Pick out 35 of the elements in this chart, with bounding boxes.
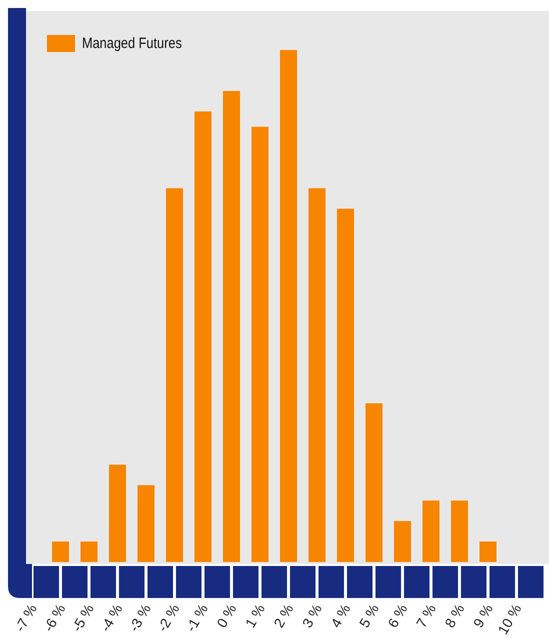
x-tick-label: 2 % — [270, 601, 296, 630]
bar — [166, 188, 183, 562]
x-tick-label: -5 % — [68, 601, 97, 634]
x-tick-label: -3 % — [126, 601, 154, 634]
x-tick-label: 5 % — [356, 601, 382, 630]
x-tick-label: 4 % — [327, 601, 354, 630]
x-tick-label: 1 % — [242, 601, 268, 630]
bar — [422, 500, 440, 562]
bar — [394, 521, 411, 562]
x-tick-label: -4 % — [97, 601, 126, 634]
x-tick-label: 8 % — [441, 601, 468, 630]
bar — [223, 90, 240, 562]
bar — [308, 188, 326, 562]
x-tick-label: 6 % — [384, 601, 410, 630]
x-tick-label: -1 % — [182, 601, 211, 634]
x-tick-label: 10 % — [494, 601, 524, 637]
bar — [451, 500, 468, 562]
x-tick-label: 0 % — [213, 601, 240, 630]
bar — [337, 208, 354, 562]
bar — [52, 542, 69, 562]
bar — [480, 542, 496, 562]
x-tick-label: -7 % — [12, 601, 40, 634]
x-tick-label: 9 % — [470, 601, 496, 630]
bar — [366, 403, 382, 562]
bar — [80, 542, 98, 562]
bar — [138, 485, 154, 562]
legend-label: Managed Futures — [82, 34, 182, 52]
x-tick-label: 7 % — [412, 601, 439, 630]
x-tick-label: -2 % — [154, 601, 182, 634]
bar — [109, 464, 126, 562]
bar — [252, 126, 268, 562]
bar — [194, 111, 212, 562]
x-tick-label: 3 % — [298, 601, 325, 630]
x-tick-label: -6 % — [40, 601, 68, 634]
bar — [280, 50, 297, 562]
